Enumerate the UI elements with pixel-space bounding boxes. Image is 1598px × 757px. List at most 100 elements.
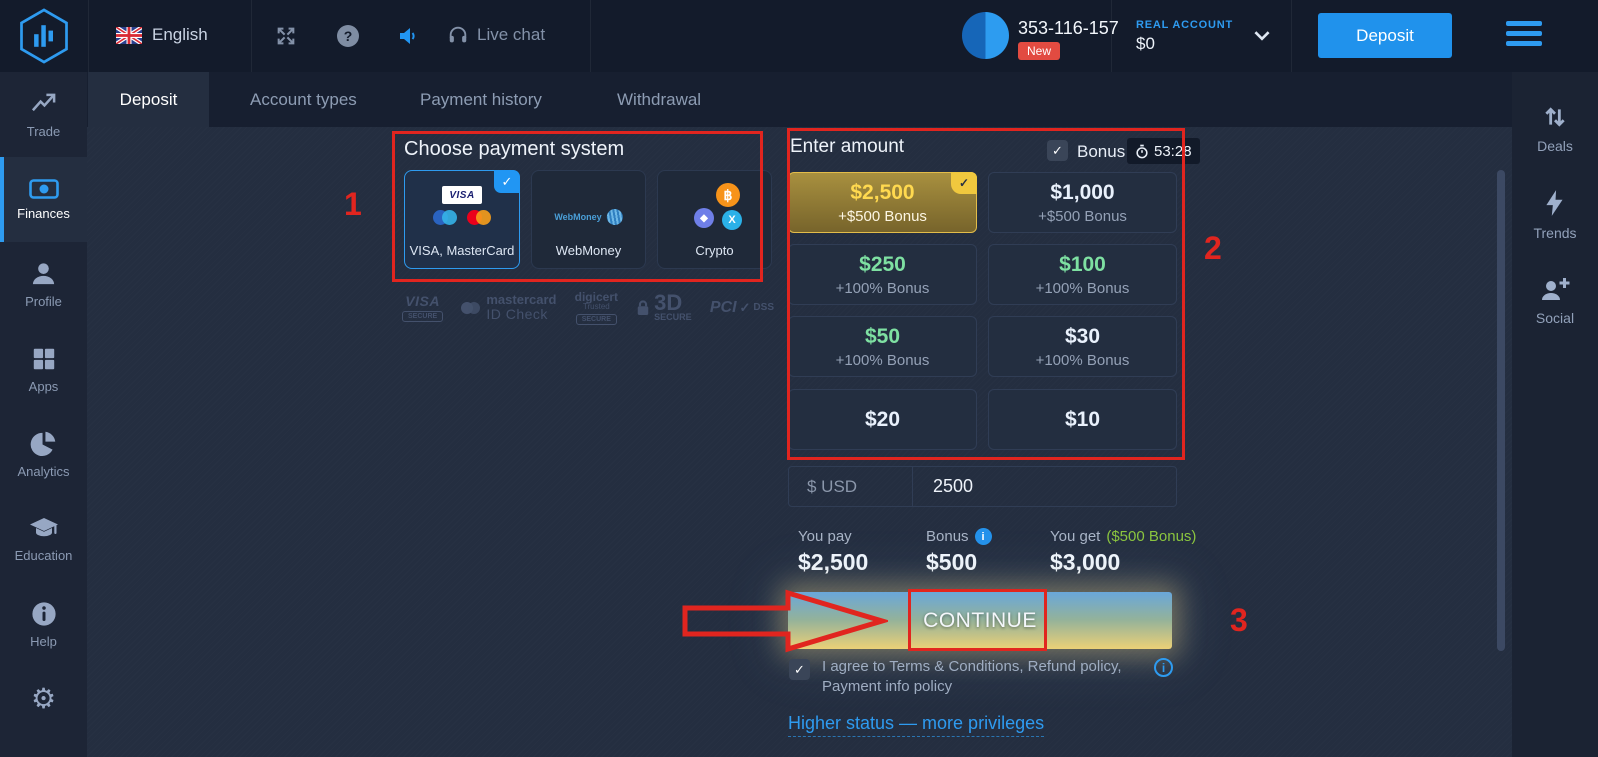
tab-payment-history[interactable]: Payment history [420,89,542,109]
payment-method-label: Crypto [695,243,734,258]
continue-button[interactable]: CONTINUE [788,592,1172,649]
sidebar-item-label: Education [14,548,73,563]
check-glyph: ✓ [739,300,751,316]
annotation-number-2: 2 [1204,230,1222,266]
terms-info-icon[interactable]: i [1154,658,1173,677]
agree-checkbox[interactable]: ✓ [789,659,810,680]
sidebar-item-apps[interactable]: Apps [0,327,87,412]
uk-flag-icon [116,27,142,44]
webmoney-globe-icon [606,209,623,225]
sidebar-item-social[interactable]: Social [1512,258,1598,344]
mastercard-logo-icon [467,210,491,225]
scrollbar-thumb[interactable] [1497,170,1505,651]
annotation-number-3: 3 [1230,602,1248,638]
bonus-checkbox[interactable]: ✓ [1047,140,1068,161]
sidebar-item-label: Social [1535,310,1575,326]
check-glyph: ✓ [1052,142,1063,158]
tab-withdrawal[interactable]: Withdrawal [617,89,702,109]
tab-deposit[interactable]: Deposit [88,72,209,127]
you-pay-block: You pay $2,500 [798,528,868,576]
apps-grid-icon [33,348,54,369]
sidebar-item-education[interactable]: Education [0,497,87,582]
visa-secure-badge: VISA SECURE [402,294,444,323]
account-type-label: REAL ACCOUNT [1136,19,1233,31]
header-divider [88,0,89,72]
sidebar-item-deals[interactable]: Deals [1512,86,1598,172]
sound-icon[interactable] [396,24,420,48]
you-pay-label: You pay [798,528,852,545]
amount-option-100[interactable]: $100 +100% Bonus [988,244,1177,305]
amount-option-10[interactable]: $10 [988,389,1177,450]
sidebar-item-analytics[interactable]: Analytics [0,412,87,497]
bonus-label: Bonus [1077,142,1126,161]
amount-bonus: +100% Bonus [1035,351,1130,369]
chevron-down-icon[interactable] [1253,30,1271,41]
sidebar-item-help[interactable]: Help [0,582,87,667]
sidebar-item-settings[interactable]: ⚙ [0,667,87,731]
help-question-icon[interactable]: ? [337,25,359,47]
header-divider [1111,0,1112,72]
gear-icon: ⚙ [30,683,57,714]
pci-dss-badge: PCI ✓ DSS [709,298,774,316]
annotation-number-1: 1 [344,186,362,222]
sidebar-item-finances[interactable]: Finances [0,157,87,242]
sidebar-item-trends[interactable]: Trends [1512,172,1598,258]
headset-icon[interactable] [447,24,469,46]
visa-logo: VISA [442,186,482,204]
payment-method-webmoney[interactable]: WebMoney WebMoney [531,170,646,269]
amount-bonus: +100% Bonus [835,351,930,369]
payment-method-label: WebMoney [555,243,622,258]
sidebar-item-profile[interactable]: Profile [0,242,87,327]
amount-input-row: $ USD 2500 [788,466,1177,507]
header-divider [1291,0,1292,72]
fullscreen-icon[interactable] [275,25,297,47]
payment-method-crypto[interactable]: ฿ ◆ X Crypto [657,170,772,269]
hamburger-menu-icon[interactable] [1506,21,1542,46]
bonus-value: $500 [926,549,978,575]
graduation-cap-icon [29,518,58,537]
amount-option-50[interactable]: $50 +100% Bonus [788,316,977,377]
3d-secure-badge: 3D SECURE [636,292,692,322]
language-selector[interactable]: English [152,25,208,44]
person-icon [32,263,55,285]
check-glyph: ✓ [501,173,513,189]
brand-logo-icon[interactable] [17,6,71,66]
amount-value: $30 [1064,324,1101,348]
amount-option-2500[interactable]: ✓ $2,500 +$500 Bonus [788,172,977,233]
sidebar-item-label: Deals [1537,138,1573,154]
higher-status-link[interactable]: Higher status — more privileges [788,713,1045,737]
check-glyph: ✓ [794,661,805,677]
selected-check-icon: ✓ [951,172,977,194]
right-sidebar: Deals Trends Social [1512,72,1598,757]
live-chat-button[interactable]: Live chat [477,25,546,44]
deals-arrows-icon [1545,107,1565,127]
sidebar-item-label: Profile [25,294,62,309]
amount-bonus: +$500 Bonus [1038,207,1127,225]
header-divider [590,0,591,72]
amount-option-250[interactable]: $250 +100% Bonus [788,244,977,305]
avatar[interactable] [962,12,1009,59]
amount-value: $50 [864,324,901,348]
sidebar-item-trade[interactable]: Trade [0,72,87,157]
finance-tab-bar: Deposit Account types Payment history Wi… [87,72,1512,127]
amount-value: $10 [1064,407,1101,431]
amount-input[interactable]: 2500 [933,476,974,496]
ethereum-icon: ◆ [694,208,714,228]
amount-bonus: +100% Bonus [835,279,930,297]
bonus-info-icon[interactable]: i [974,528,992,545]
tab-account-types[interactable]: Account types [250,89,357,109]
sidebar-item-label: Trends [1533,225,1577,241]
deposit-button[interactable]: Deposit [1318,13,1452,58]
amount-option-1000[interactable]: $1,000 +$500 Bonus [988,172,1177,233]
currency-selector[interactable]: $ USD [789,467,913,506]
webmoney-logo-text: WebMoney [554,212,602,222]
choose-payment-title: Choose payment system [404,138,625,160]
payment-method-visa-mastercard[interactable]: ✓ VISA VISA, MasterCard [404,170,520,269]
account-id: 353-116-157 [1018,18,1119,38]
amount-bonus: +$500 Bonus [838,207,927,225]
you-get-block: You get ($500 Bonus) $3,000 [1050,528,1196,576]
amount-option-30[interactable]: $30 +100% Bonus [988,316,1177,377]
amount-option-20[interactable]: $20 [788,389,977,450]
you-get-label: You get [1050,528,1101,545]
info-icon [31,601,56,626]
